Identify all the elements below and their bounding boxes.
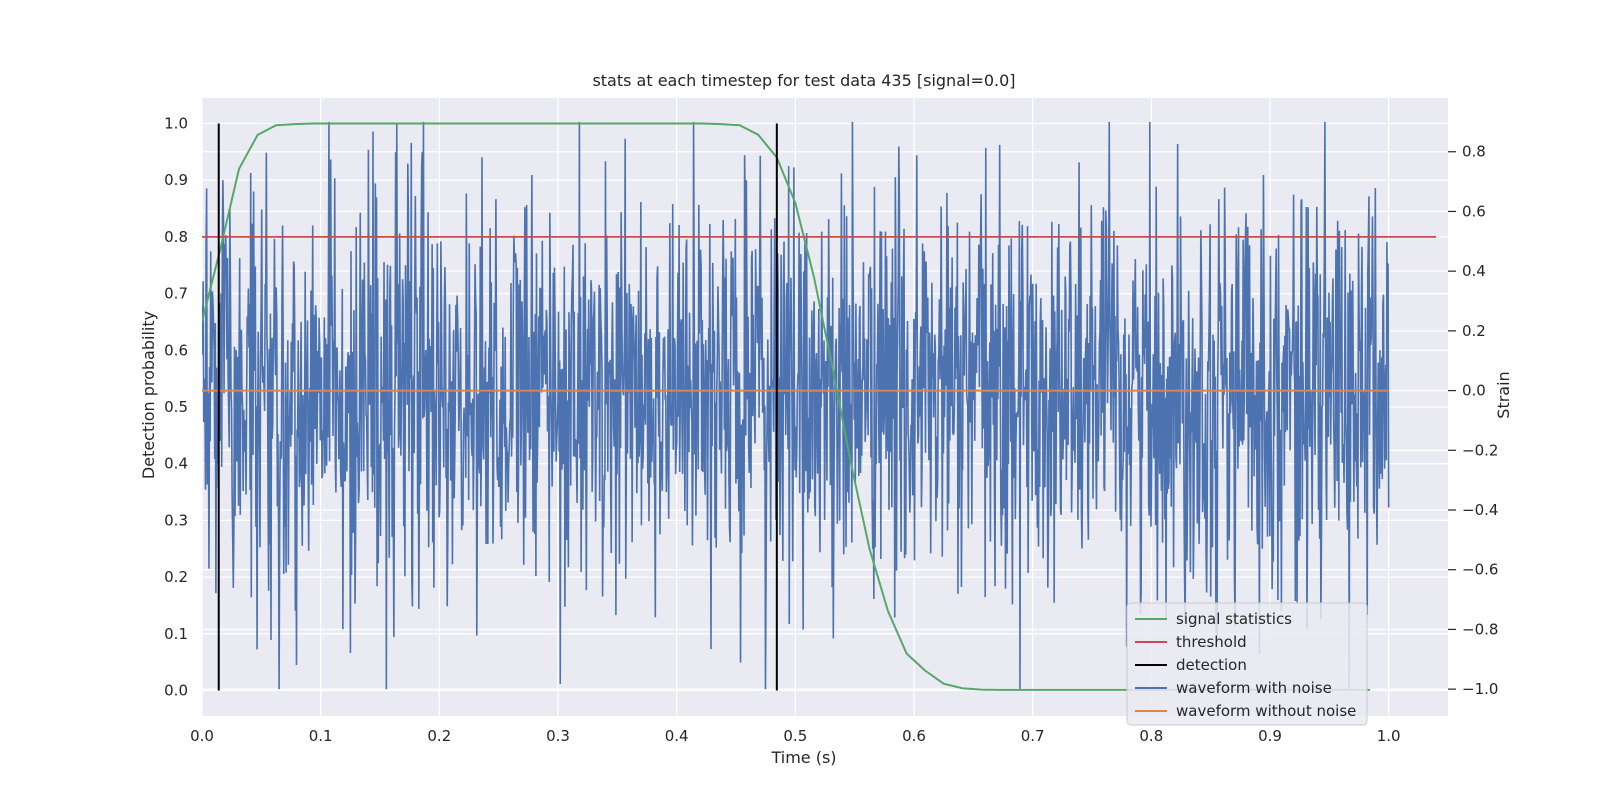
legend-label: waveform without noise — [1176, 702, 1356, 720]
x-tick-label: 0.8 — [1139, 727, 1163, 745]
y-right-tick-label: −1.0 — [1462, 680, 1498, 698]
y-right-tick-label: 0.0 — [1462, 382, 1486, 400]
x-axis-label: Time (s) — [770, 748, 836, 767]
x-tick-label: 0.7 — [1021, 727, 1045, 745]
x-tick-label: 0.3 — [546, 727, 570, 745]
y-left-tick-label: 0.4 — [164, 455, 188, 473]
x-tick-label: 0.6 — [902, 727, 926, 745]
y-left-tick-label: 0.0 — [164, 681, 188, 699]
y-left-tick-label: 0.1 — [164, 625, 188, 643]
legend-label: detection — [1176, 656, 1247, 674]
legend-label: threshold — [1176, 633, 1247, 651]
y-left-tick-label: 0.9 — [164, 171, 188, 189]
y-left-tick-label: 0.5 — [164, 398, 188, 416]
legend: signal statistics threshold detection wavef… — [1126, 602, 1368, 726]
y-left-tick-label: 1.0 — [164, 115, 188, 133]
x-tick-label: 0.4 — [665, 727, 689, 745]
legend-label: waveform with noise — [1176, 679, 1332, 697]
y-right-tick-label: −0.2 — [1462, 441, 1498, 459]
y-right-tick-label: −0.4 — [1462, 501, 1498, 519]
x-tick-label: 0.1 — [309, 727, 333, 745]
y-axis-label-left: Detection probability — [139, 311, 158, 479]
legend-box — [1126, 602, 1368, 726]
ticks: 0.0 0.1 0.2 0.3 0.4 0.5 0.6 0.7 0.8 0.9 1.0 0.0 0.1 0… — [164, 115, 1498, 745]
y-left-tick-label: 0.3 — [164, 511, 188, 529]
series-waveform-with-noise — [202, 121, 1390, 690]
x-tick-label: 0.2 — [427, 727, 451, 745]
y-right-tick-label: 0.4 — [1462, 262, 1486, 280]
x-tick-label: 0.9 — [1258, 727, 1282, 745]
y-axis-label-right: Strain — [1494, 371, 1513, 418]
y-right-tick-label: −0.8 — [1462, 620, 1498, 638]
x-tick-label: 0.5 — [783, 727, 807, 745]
y-left-tick-label: 0.2 — [164, 568, 188, 586]
y-left-tick-label: 0.8 — [164, 228, 188, 246]
y-left-tick-label: 0.7 — [164, 285, 188, 303]
chart-title: stats at each timestep for test data 435… — [592, 71, 1015, 90]
y-right-tick-label: −0.6 — [1462, 561, 1498, 579]
x-tick-label: 1.0 — [1377, 727, 1401, 745]
x-tick-label: 0.0 — [190, 727, 214, 745]
y-right-tick-label: 0.8 — [1462, 143, 1486, 161]
legend-label: signal statistics — [1176, 610, 1292, 628]
y-right-tick-label: 0.2 — [1462, 322, 1486, 340]
y-left-tick-label: 0.6 — [164, 341, 188, 359]
y-right-tick-label: 0.6 — [1462, 202, 1486, 220]
